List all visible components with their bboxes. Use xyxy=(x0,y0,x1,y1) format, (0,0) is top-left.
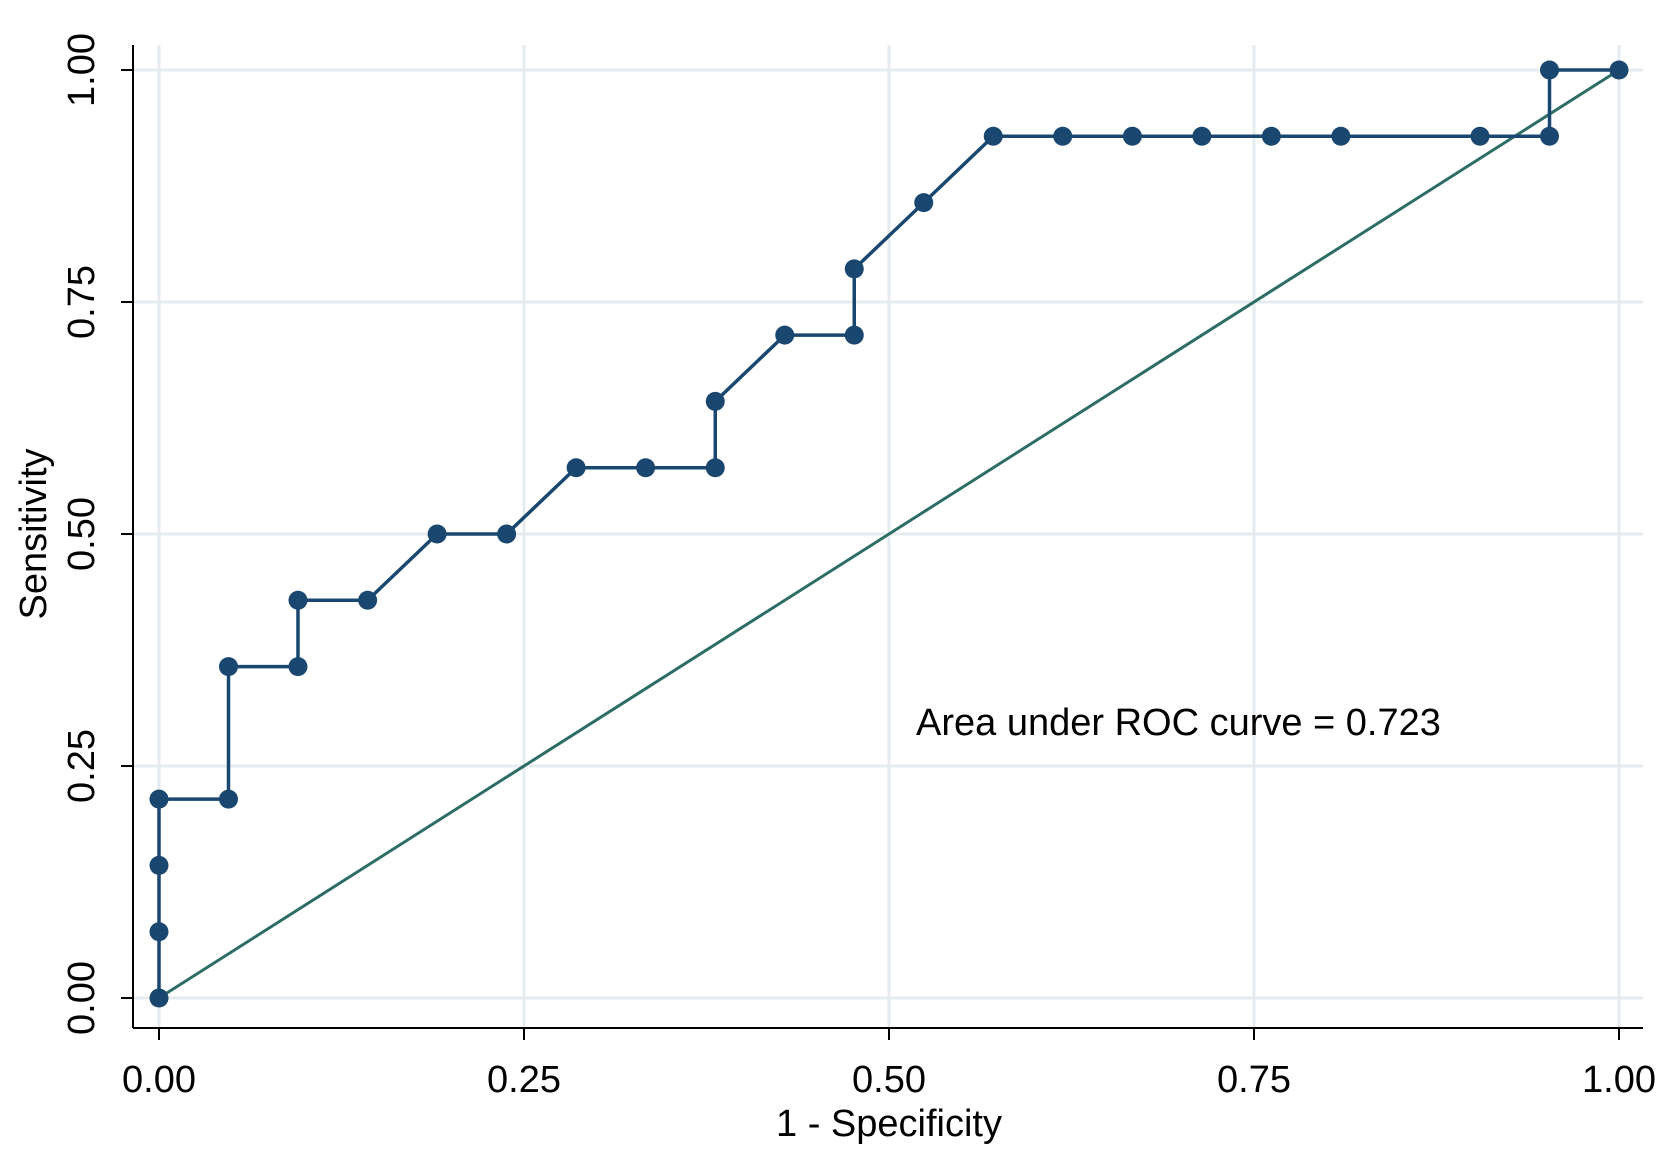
roc-point xyxy=(844,325,864,345)
roc-point xyxy=(775,325,795,345)
roc-point xyxy=(1192,126,1212,146)
x-tick-label: 0.75 xyxy=(1217,1059,1291,1101)
roc-point xyxy=(427,524,447,544)
roc-point xyxy=(149,789,169,809)
y-tick-label: 0.25 xyxy=(61,729,103,803)
roc-point xyxy=(149,855,169,875)
grid xyxy=(133,45,1643,1028)
y-tick-label: 0.00 xyxy=(61,961,103,1035)
auc-annotation: Area under ROC curve = 0.723 xyxy=(916,702,1441,744)
roc-point xyxy=(218,789,238,809)
roc-point xyxy=(1540,60,1560,80)
roc-point xyxy=(914,193,934,213)
roc-point xyxy=(149,922,169,942)
roc-point xyxy=(1261,126,1281,146)
roc-point xyxy=(149,988,169,1008)
y-tick-label: 0.75 xyxy=(61,265,103,339)
x-tick-label: 0.25 xyxy=(487,1059,561,1101)
x-tick-label: 1.00 xyxy=(1582,1059,1656,1101)
roc-point xyxy=(288,590,308,610)
roc-point xyxy=(705,391,725,411)
series-layer xyxy=(149,60,1629,1008)
x-tick-label: 0.00 xyxy=(122,1059,196,1101)
reference-line xyxy=(158,68,1620,1000)
x-tick-label: 0.50 xyxy=(852,1059,926,1101)
y-tick-label: 0.50 xyxy=(61,497,103,571)
roc-point xyxy=(1609,60,1629,80)
roc-point xyxy=(1331,126,1351,146)
roc-point xyxy=(983,126,1003,146)
roc-point xyxy=(1470,126,1490,146)
roc-point xyxy=(844,259,864,279)
roc-point xyxy=(218,657,238,677)
roc-point xyxy=(1122,126,1142,146)
roc-point xyxy=(636,458,656,478)
y-ticks: 0.00 0.25 0.50 0.75 1.00 xyxy=(61,33,133,1035)
roc-point xyxy=(1540,126,1560,146)
roc-point xyxy=(1053,126,1073,146)
roc-point xyxy=(358,590,378,610)
y-axis-title: Sensitivity xyxy=(13,448,55,619)
x-ticks: 0.00 0.25 0.50 0.75 1.00 xyxy=(122,1028,1656,1101)
roc-point xyxy=(705,458,725,478)
roc-point xyxy=(288,657,308,677)
roc-point xyxy=(497,524,517,544)
y-tick-label: 1.00 xyxy=(61,33,103,107)
roc-point xyxy=(566,458,586,478)
x-axis-title: 1 - Specificity xyxy=(776,1103,1002,1145)
